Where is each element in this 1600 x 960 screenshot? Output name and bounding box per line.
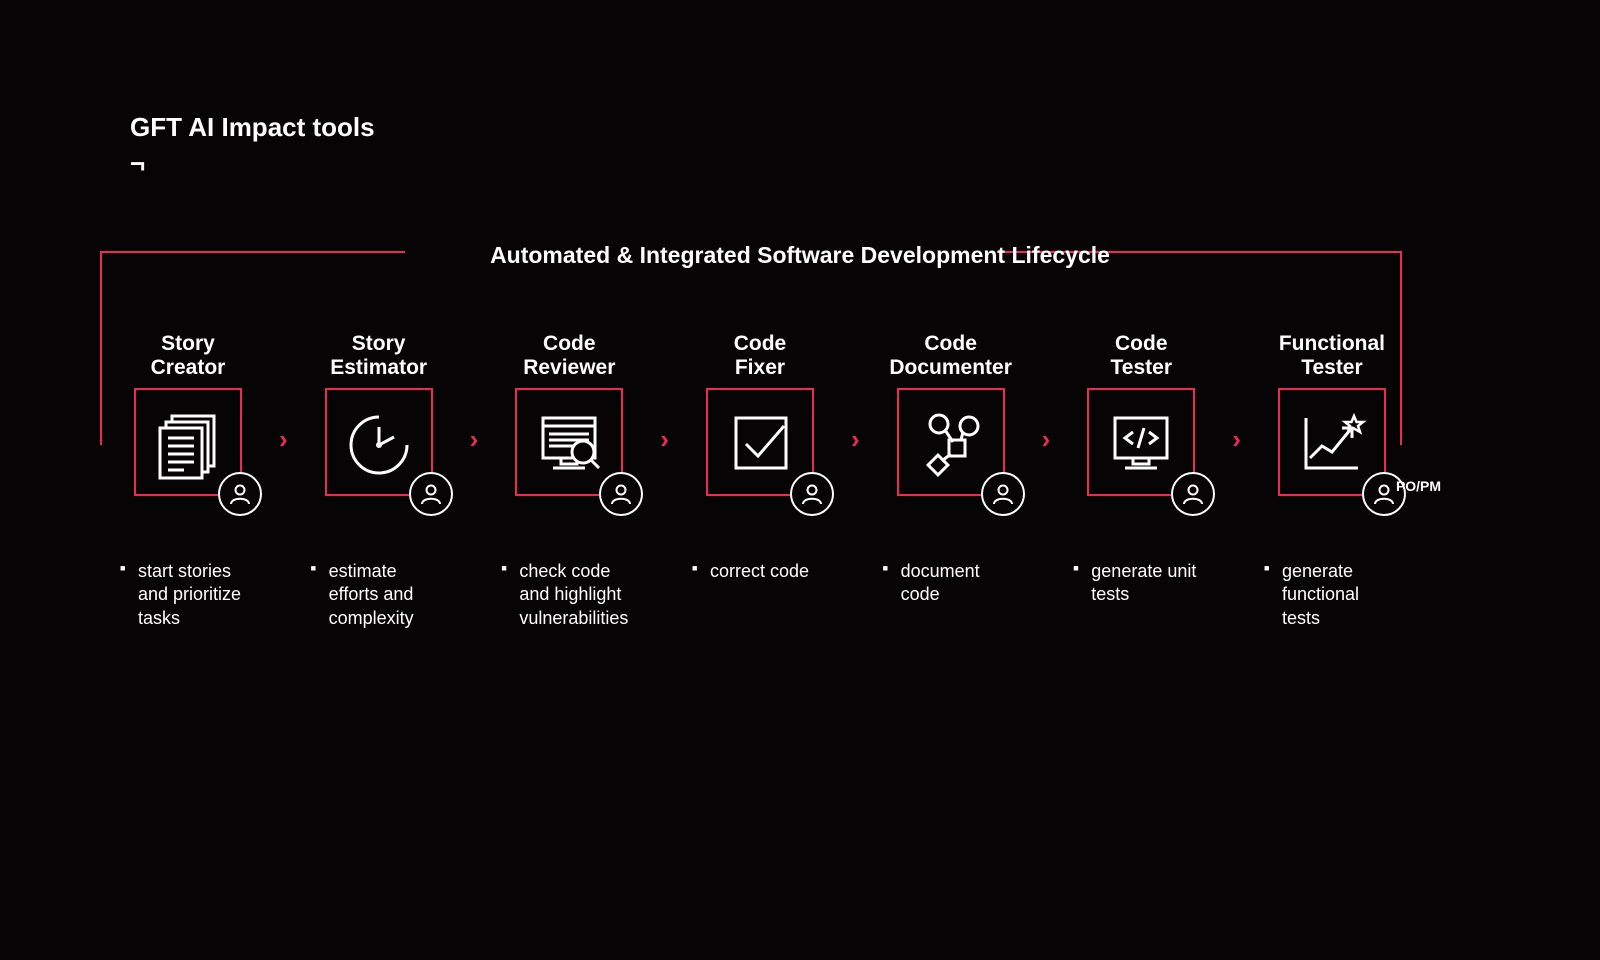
stage-title-line1: Code	[523, 332, 615, 356]
trend-icon	[1292, 402, 1372, 482]
review-icon	[529, 402, 609, 482]
stage-title: CodeDocumenter	[889, 330, 1012, 380]
person-badge	[790, 472, 834, 516]
chevron-right-icon: ›	[462, 424, 486, 455]
stage-description: check code and highlight vulnerabilities	[501, 560, 637, 630]
spacer	[1034, 560, 1058, 630]
stage-title-line2: Tester	[1279, 356, 1385, 380]
stage-description: estimate efforts and complexity	[311, 560, 447, 630]
stage-documents: StoryCreator	[120, 330, 256, 496]
stage-card	[325, 388, 433, 496]
stage-title-line1: Code	[889, 332, 1012, 356]
stage-title: StoryEstimator	[330, 330, 427, 380]
stage-card	[706, 388, 814, 496]
chevron-right-icon: ›	[1034, 424, 1058, 455]
stage-title: CodeReviewer	[523, 330, 615, 380]
title-mark: ¬	[130, 148, 145, 179]
stage-description: generate unit tests	[1073, 560, 1209, 630]
person-badge	[218, 472, 262, 516]
chevron-right-icon: ›	[843, 424, 867, 455]
person-icon	[1372, 482, 1396, 506]
stage-card	[134, 388, 242, 496]
person-icon	[800, 482, 824, 506]
trailing-label: PO/PM	[1396, 478, 1441, 494]
chevron-right-icon: ›	[1225, 424, 1249, 455]
stage-graph: CodeDocumenter	[883, 330, 1019, 496]
stage-title: StoryCreator	[151, 330, 226, 380]
stage-description: generate functional tests	[1264, 560, 1400, 630]
spacer	[1225, 560, 1249, 630]
stage-description-text: start stories and prioritize tasks	[138, 560, 256, 630]
stage-description-text: estimate efforts and complexity	[329, 560, 447, 630]
check-icon	[720, 402, 800, 482]
stage-clock: StoryEstimator	[311, 330, 447, 496]
spacer	[843, 560, 867, 630]
stage-title: CodeTester	[1111, 330, 1172, 380]
stages-row: StoryCreator›StoryEstimator›CodeReviewer…	[120, 330, 1400, 496]
descriptions-row: start stories and prioritize tasks estima…	[120, 560, 1400, 630]
subtitle: Automated & Integrated Software Developm…	[0, 242, 1600, 269]
stage-description: correct code	[692, 560, 828, 630]
stage-title-line1: Functional	[1279, 332, 1385, 356]
stage-title-line1: Story	[151, 332, 226, 356]
stage-codescreen: CodeTester	[1073, 330, 1209, 496]
person-icon	[991, 482, 1015, 506]
stage-description-text: check code and highlight vulnerabilities	[519, 560, 637, 630]
stage-description-text: generate unit tests	[1091, 560, 1209, 607]
stage-description-text: document code	[901, 560, 1019, 607]
person-icon	[1181, 482, 1205, 506]
person-badge	[1171, 472, 1215, 516]
stage-card	[1087, 388, 1195, 496]
stage-card	[897, 388, 1005, 496]
stage-review: CodeReviewer	[501, 330, 637, 496]
spacer	[271, 560, 295, 630]
stage-description-text: correct code	[710, 560, 828, 583]
stage-description: start stories and prioritize tasks	[120, 560, 256, 630]
chevron-right-icon: ›	[653, 424, 677, 455]
clock-icon	[339, 402, 419, 482]
person-badge	[599, 472, 643, 516]
person-icon	[419, 482, 443, 506]
stage-title-line2: Reviewer	[523, 356, 615, 380]
stage-trend: FunctionalTesterPO/PM	[1264, 330, 1400, 496]
stage-title-line2: Fixer	[734, 356, 787, 380]
stage-title-line1: Code	[1111, 332, 1172, 356]
spacer	[653, 560, 677, 630]
stage-description: document code	[883, 560, 1019, 630]
stage-title-line2: Creator	[151, 356, 226, 380]
stage-title-line1: Story	[330, 332, 427, 356]
stage-title-line2: Tester	[1111, 356, 1172, 380]
codescreen-icon	[1101, 402, 1181, 482]
stage-title-line1: Code	[734, 332, 787, 356]
person-icon	[228, 482, 252, 506]
person-icon	[609, 482, 633, 506]
stage-title-line2: Documenter	[889, 356, 1012, 380]
person-badge	[409, 472, 453, 516]
page-title: GFT AI Impact tools	[130, 112, 375, 143]
spacer	[462, 560, 486, 630]
stage-card	[1278, 388, 1386, 496]
person-badge	[981, 472, 1025, 516]
chevron-right-icon: ›	[271, 424, 295, 455]
stage-description-text: generate functional tests	[1282, 560, 1400, 630]
stage-title-line2: Estimator	[330, 356, 427, 380]
stage-card	[515, 388, 623, 496]
stage-title: CodeFixer	[734, 330, 787, 380]
documents-icon	[148, 402, 228, 482]
stage-check: CodeFixer	[692, 330, 828, 496]
stage-title: FunctionalTester	[1279, 330, 1385, 380]
graph-icon	[911, 402, 991, 482]
